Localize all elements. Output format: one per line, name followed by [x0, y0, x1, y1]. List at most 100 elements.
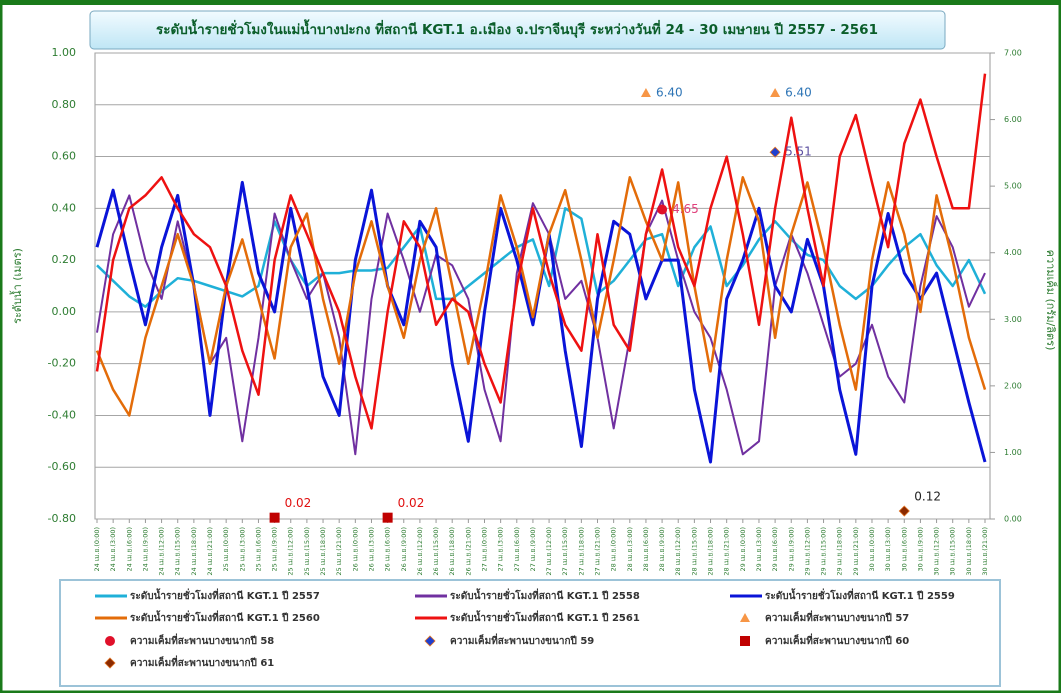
x-tick-label: 25 เม.ย.(0:00) [222, 527, 230, 571]
x-tick-label: 24 เม.ย.(15:00) [174, 527, 182, 576]
x-tick-label: 29 เม.ย.(9:00) [787, 527, 795, 571]
x-tick-label: 24 เม.ย.(21:00) [206, 527, 214, 576]
x-tick-label: 29 เม.ย.(3:00) [755, 527, 763, 571]
x-tick-label: 24 เม.ย.(0:00) [93, 527, 101, 571]
series-line [95, 73, 987, 430]
legend-label: ความเค็มที่สะพานบางขนากปี 59 [450, 633, 594, 647]
x-tick-label: 26 เม.ย.(15:00) [432, 527, 440, 576]
y2-tick-label: 3.00 [1004, 315, 1022, 324]
x-tick-label: 29 เม.ย.(0:00) [739, 527, 747, 571]
y2-axis-title: ความเค็ม (กรัม/ลิตร) [1044, 250, 1058, 351]
y2-tick-label: 4.00 [1004, 248, 1022, 257]
x-tick-label: 30 เม.ย.(18:00) [965, 527, 973, 576]
y-tick-label: 0.80 [52, 98, 77, 111]
y2-tick-label: 2.00 [1004, 381, 1022, 390]
x-tick-label: 29 เม.ย.(15:00) [820, 527, 828, 576]
legend-label: ระดับน้ำรายชั่วโมงที่สถานี KGT.1 ปี 2560 [130, 610, 320, 624]
x-tick-label: 29 เม.ย.(6:00) [771, 527, 779, 571]
x-tick-label: 28 เม.ย.(12:00) [674, 527, 682, 576]
x-tick-label: 30 เม.ย.(12:00) [933, 527, 941, 576]
salinity-marker [657, 204, 668, 215]
legend-label: ระดับน้ำรายชั่วโมงที่สถานี KGT.1 ปี 2561 [450, 610, 640, 624]
x-tick-label: 24 เม.ย.(12:00) [158, 527, 166, 576]
x-tick-label: 27 เม.ย.(0:00) [480, 527, 488, 571]
x-tick-label: 24 เม.ย.(18:00) [190, 527, 198, 576]
x-tick-label: 27 เม.ย.(21:00) [594, 527, 602, 576]
y2-tick-label: 6.00 [1004, 115, 1022, 124]
y2-tick-label: 7.00 [1004, 49, 1022, 58]
y-tick-label: 0.60 [52, 150, 77, 163]
x-tick-label: 24 เม.ย.(9:00) [141, 527, 149, 571]
data-label: 4.65 [672, 202, 699, 216]
x-tick-label: 28 เม.ย.(15:00) [690, 527, 698, 576]
x-tick-label: 26 เม.ย.(18:00) [448, 527, 456, 576]
data-label: 6.40 [785, 85, 812, 99]
x-tick-label: 28 เม.ย.(6:00) [642, 527, 650, 571]
x-tick-label: 26 เม.ย.(3:00) [367, 527, 375, 571]
y2-tick-label: 1.00 [1004, 448, 1022, 457]
x-tick-label: 30 เม.ย.(3:00) [884, 527, 892, 571]
x-tick-label: 25 เม.ย.(3:00) [238, 527, 246, 571]
legend-label: ระดับน้ำรายชั่วโมงที่สถานี KGT.1 ปี 2557 [130, 588, 320, 602]
data-label: 5.51 [785, 145, 812, 159]
legend-label: ความเค็มที่สะพานบางขนากปี 58 [130, 633, 274, 647]
y-tick-label: -0.40 [48, 408, 76, 421]
x-tick-label: 29 เม.ย.(21:00) [852, 527, 860, 576]
x-tick-label: 26 เม.ย.(6:00) [384, 527, 392, 571]
x-tick-label: 25 เม.ย.(15:00) [303, 527, 311, 576]
x-tick-label: 27 เม.ย.(6:00) [513, 527, 521, 571]
x-tick-label: 29 เม.ย.(12:00) [803, 527, 811, 576]
data-label: 0.02 [398, 496, 425, 510]
chart-title: ระดับน้ำรายชั่วโมงในแม่น้ำบางปะกง ที่สถา… [156, 19, 878, 38]
data-label: 0.02 [285, 496, 312, 510]
legend-marker [740, 613, 750, 622]
x-tick-label: 30 เม.ย.(9:00) [916, 527, 924, 571]
x-tick-label: 25 เม.ย.(21:00) [335, 527, 343, 576]
top-bar [0, 0, 1061, 5]
x-tick-label: 27 เม.ย.(18:00) [577, 527, 585, 576]
x-tick-label: 28 เม.ย.(18:00) [707, 527, 715, 576]
x-tick-label: 27 เม.ย.(15:00) [561, 527, 569, 576]
salinity-marker [770, 87, 781, 97]
series-line [96, 207, 987, 308]
y-tick-label: 0.00 [52, 305, 77, 318]
x-tick-label: 27 เม.ย.(3:00) [497, 527, 505, 571]
legend-marker [104, 657, 116, 669]
y-tick-label: -0.80 [48, 512, 76, 525]
x-tick-label: 25 เม.ย.(18:00) [319, 527, 327, 576]
salinity-marker [640, 87, 651, 97]
x-tick-label: 25 เม.ย.(6:00) [254, 527, 262, 571]
legend-label: ระดับน้ำรายชั่วโมงที่สถานี KGT.1 ปี 2559 [765, 588, 955, 602]
x-tick-label: 30 เม.ย.(15:00) [949, 527, 957, 576]
legend-marker [105, 636, 115, 646]
salinity-marker [898, 505, 910, 517]
x-tick-label: 28 เม.ย.(21:00) [723, 527, 731, 576]
x-tick-label: 24 เม.ย.(3:00) [109, 527, 117, 571]
x-tick-label: 26 เม.ย.(21:00) [464, 527, 472, 576]
x-tick-label: 30 เม.ย.(21:00) [981, 527, 989, 576]
x-tick-label: 26 เม.ย.(0:00) [351, 527, 359, 571]
x-tick-label: 26 เม.ย.(9:00) [400, 527, 408, 571]
x-tick-label: 28 เม.ย.(3:00) [626, 527, 634, 571]
y2-tick-label: 0.00 [1004, 515, 1022, 524]
y-tick-label: 1.00 [52, 46, 77, 59]
legend-label: ความเค็มที่สะพานบางขนากปี 61 [130, 655, 274, 669]
x-tick-label: 28 เม.ย.(9:00) [658, 527, 666, 571]
legend-marker [424, 635, 436, 647]
legend-box [59, 579, 1001, 687]
legend-marker [740, 636, 750, 646]
y-tick-label: -0.20 [48, 357, 76, 370]
x-tick-label: 29 เม.ย.(18:00) [836, 527, 844, 576]
x-tick-label: 24 เม.ย.(6:00) [125, 527, 133, 571]
x-tick-label: 28 เม.ย.(0:00) [610, 527, 618, 571]
x-tick-label: 27 เม.ย.(9:00) [529, 527, 537, 571]
data-label: 6.40 [656, 85, 683, 99]
legend-label: ความเค็มที่สะพานบางขนากปี 57 [765, 610, 909, 624]
series-line [95, 176, 987, 417]
x-tick-label: 30 เม.ย.(6:00) [900, 527, 908, 571]
x-tick-label: 30 เม.ย.(0:00) [868, 527, 876, 571]
y2-tick-label: 5.00 [1004, 182, 1022, 191]
y-tick-label: 0.20 [52, 253, 77, 266]
y-tick-label: -0.60 [48, 460, 76, 473]
x-tick-label: 26 เม.ย.(12:00) [416, 527, 424, 576]
